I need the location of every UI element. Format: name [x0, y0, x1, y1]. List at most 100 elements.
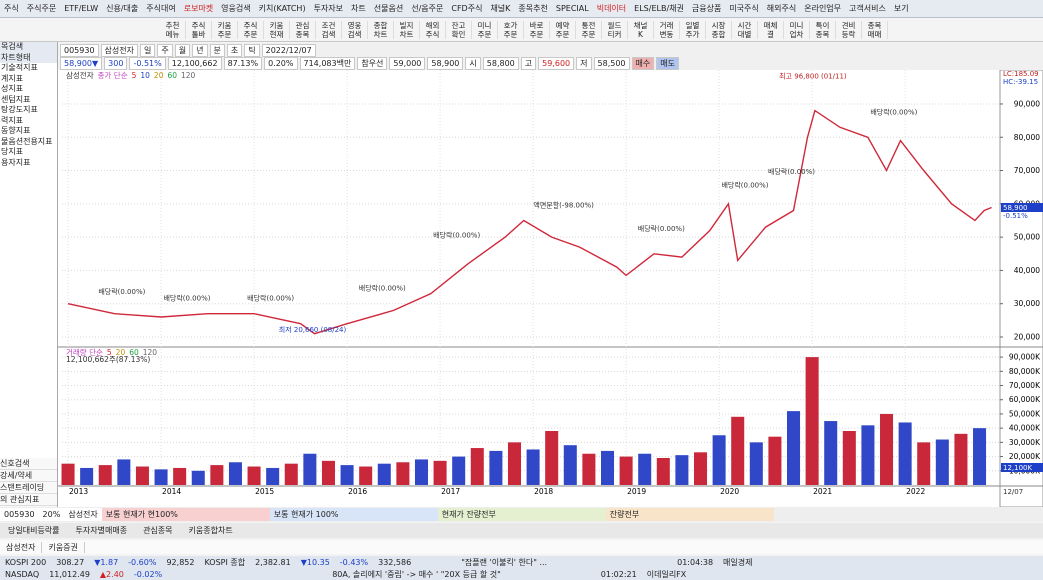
menu-item[interactable]: 로보마켓 [183, 4, 214, 13]
panel-item[interactable]: 목검색 [0, 42, 57, 53]
order-field[interactable]: 삼성전자 [64, 508, 102, 521]
window-tab[interactable]: 투자자별매매종 [75, 526, 128, 535]
toolbar-field[interactable]: 일 [140, 43, 156, 57]
toolbar-field[interactable]: 2022/12/07 [261, 43, 316, 57]
menu-item[interactable]: 빅데이터 [596, 4, 627, 13]
volume-bar [98, 465, 112, 485]
tool-button[interactable]: 종합 차트 [368, 20, 394, 39]
panel-item[interactable]: 력지표 [1, 115, 24, 125]
tool-button[interactable]: 거래 변동 [654, 20, 680, 39]
toolbar-field[interactable]: 월 [174, 43, 191, 57]
panel-item[interactable]: 탕강도지표 [1, 105, 38, 114]
panel-item[interactable]: 계지표 [1, 73, 24, 83]
window-tab[interactable]: 관심종목 [143, 526, 173, 535]
menu-item[interactable]: 보기 [893, 4, 909, 13]
tool-button[interactable]: 미니 업차 [784, 20, 810, 39]
order-field[interactable]: 20% [38, 508, 65, 521]
menu-item[interactable]: 차트 [351, 4, 366, 13]
menu-item[interactable]: 주식주문 [26, 4, 57, 13]
tool-button[interactable]: 조건 검색 [316, 20, 342, 39]
tool-button[interactable]: 통전 주문 [576, 20, 602, 39]
menu-item[interactable]: 고객서비스 [849, 4, 886, 13]
volume-bar [321, 460, 335, 485]
menu-item[interactable]: CFD주식 [451, 4, 483, 13]
tool-button[interactable]: 잔고 확인 [446, 20, 472, 39]
window-tab[interactable]: 당일대비등락률 [8, 526, 60, 535]
tool-button[interactable]: 키움 현재 [264, 20, 290, 39]
menu-item[interactable]: ETF/ELW [64, 4, 99, 13]
menu-item[interactable]: 선물옵션 [373, 4, 404, 13]
volume-bar [247, 466, 261, 485]
tool-button[interactable]: 특이 종목 [810, 20, 836, 39]
tool-button[interactable]: 종목 매매 [862, 20, 888, 39]
menu-item[interactable]: 금융상품 [691, 4, 722, 13]
panel-item[interactable]: 스탠트레이딩 [0, 482, 57, 494]
panel-item[interactable]: 용자지표 [1, 157, 31, 167]
toolbar-field[interactable]: 틱 [244, 43, 260, 57]
tool-button[interactable]: 호가 주문 [498, 20, 524, 39]
tool-button[interactable]: 해외 주식 [420, 20, 446, 39]
tool-button[interactable]: 채널 K [628, 20, 654, 39]
menu-item[interactable]: 미국주식 [729, 4, 759, 13]
tool-button[interactable]: 예약 주문 [550, 20, 576, 39]
panel-item[interactable]: 성지표 [1, 84, 24, 93]
volume-bar [582, 453, 596, 485]
panel-item[interactable]: 강세/약세 [0, 470, 57, 482]
order-field[interactable]: 잔량전부 [605, 508, 774, 521]
y-tick-label: 50,000K [1009, 409, 1041, 418]
tool-button[interactable]: 월드 티커 [602, 20, 628, 39]
tool-button[interactable]: 관심 종목 [290, 20, 316, 39]
panel-item[interactable]: 신호검색 [0, 458, 57, 470]
toolbar-field[interactable]: 초 [226, 43, 243, 57]
order-field[interactable]: 현재가 잔량전부 [437, 508, 606, 521]
axis-label: 58,900 [1003, 204, 1028, 212]
tool-button[interactable]: 빌지 차트 [394, 20, 420, 39]
menu-item[interactable]: 온라인업무 [804, 4, 842, 13]
panel-item[interactable]: 차트형태 [0, 52, 57, 63]
menu-item[interactable]: 주식 [4, 4, 19, 13]
menu-item[interactable]: 영웅검색 [221, 4, 251, 13]
toolbar-field[interactable]: 삼성전자 [100, 43, 138, 57]
tool-button[interactable]: 영웅 검색 [342, 20, 368, 39]
window-tab[interactable]: 키움종합차트 [188, 526, 233, 535]
menu-item[interactable]: 투자자보 [313, 4, 344, 13]
tool-button[interactable]: 시간 대별 [732, 20, 758, 39]
panel-item[interactable]: 동향지표 [1, 126, 31, 135]
order-field[interactable]: 보통 현재가 현100% [101, 508, 270, 521]
toolbar-field[interactable]: 005930 [60, 43, 99, 57]
menu-item[interactable]: 종목추천 [518, 4, 548, 13]
order-field[interactable]: 005930 [0, 508, 39, 521]
panel-item[interactable]: 의 관심지표 [0, 494, 57, 506]
tool-button[interactable]: 키움 주문 [212, 20, 238, 39]
tool-button[interactable]: 미니 주문 [472, 20, 498, 39]
menu-item[interactable]: SPECIAL [555, 4, 589, 13]
toolbar-field[interactable]: 주 [157, 43, 173, 57]
menu-item[interactable]: 선/옵주문 [411, 4, 444, 13]
menu-item[interactable]: 신용/대출 [106, 4, 139, 13]
volume-bar [396, 462, 410, 485]
tool-button[interactable]: 일별 주가 [680, 20, 706, 39]
panel-item[interactable]: 센텀지표 [1, 94, 31, 104]
menu-item[interactable]: 해외주식 [766, 4, 797, 13]
menu-item[interactable]: 주식대여 [146, 4, 176, 13]
tool-button[interactable]: 매체 결 [758, 20, 784, 39]
tool-button[interactable]: 시장 종합 [706, 20, 732, 39]
quote-field: 59,000 [389, 57, 426, 70]
sub-tab[interactable]: 키움증권 [42, 541, 85, 553]
volume-bar [228, 462, 242, 485]
toolbar-field[interactable]: 년 [192, 43, 208, 57]
menu-item[interactable]: ELS/ELB/채권 [634, 4, 684, 13]
tool-button[interactable]: 추천 메뉴 [160, 20, 186, 39]
tool-button[interactable]: 주식 주문 [238, 20, 264, 39]
menu-item[interactable]: 키치(KATCH) [258, 4, 306, 13]
panel-item[interactable]: 물옵션전용지표 [1, 136, 53, 146]
panel-item[interactable]: 당지표 [1, 147, 24, 156]
tool-button[interactable]: 견비 등락 [836, 20, 862, 39]
tool-button[interactable]: 주식 툴바 [186, 20, 212, 39]
panel-item[interactable]: 기술적지표 [1, 63, 38, 72]
toolbar-field[interactable]: 분 [209, 43, 225, 57]
menu-item[interactable]: 채널K [490, 4, 511, 13]
sub-tab[interactable]: 삼성전자 [0, 541, 43, 553]
tool-button[interactable]: 바로 주문 [524, 20, 550, 39]
order-field[interactable]: 보통 현재가 100% [269, 508, 438, 521]
